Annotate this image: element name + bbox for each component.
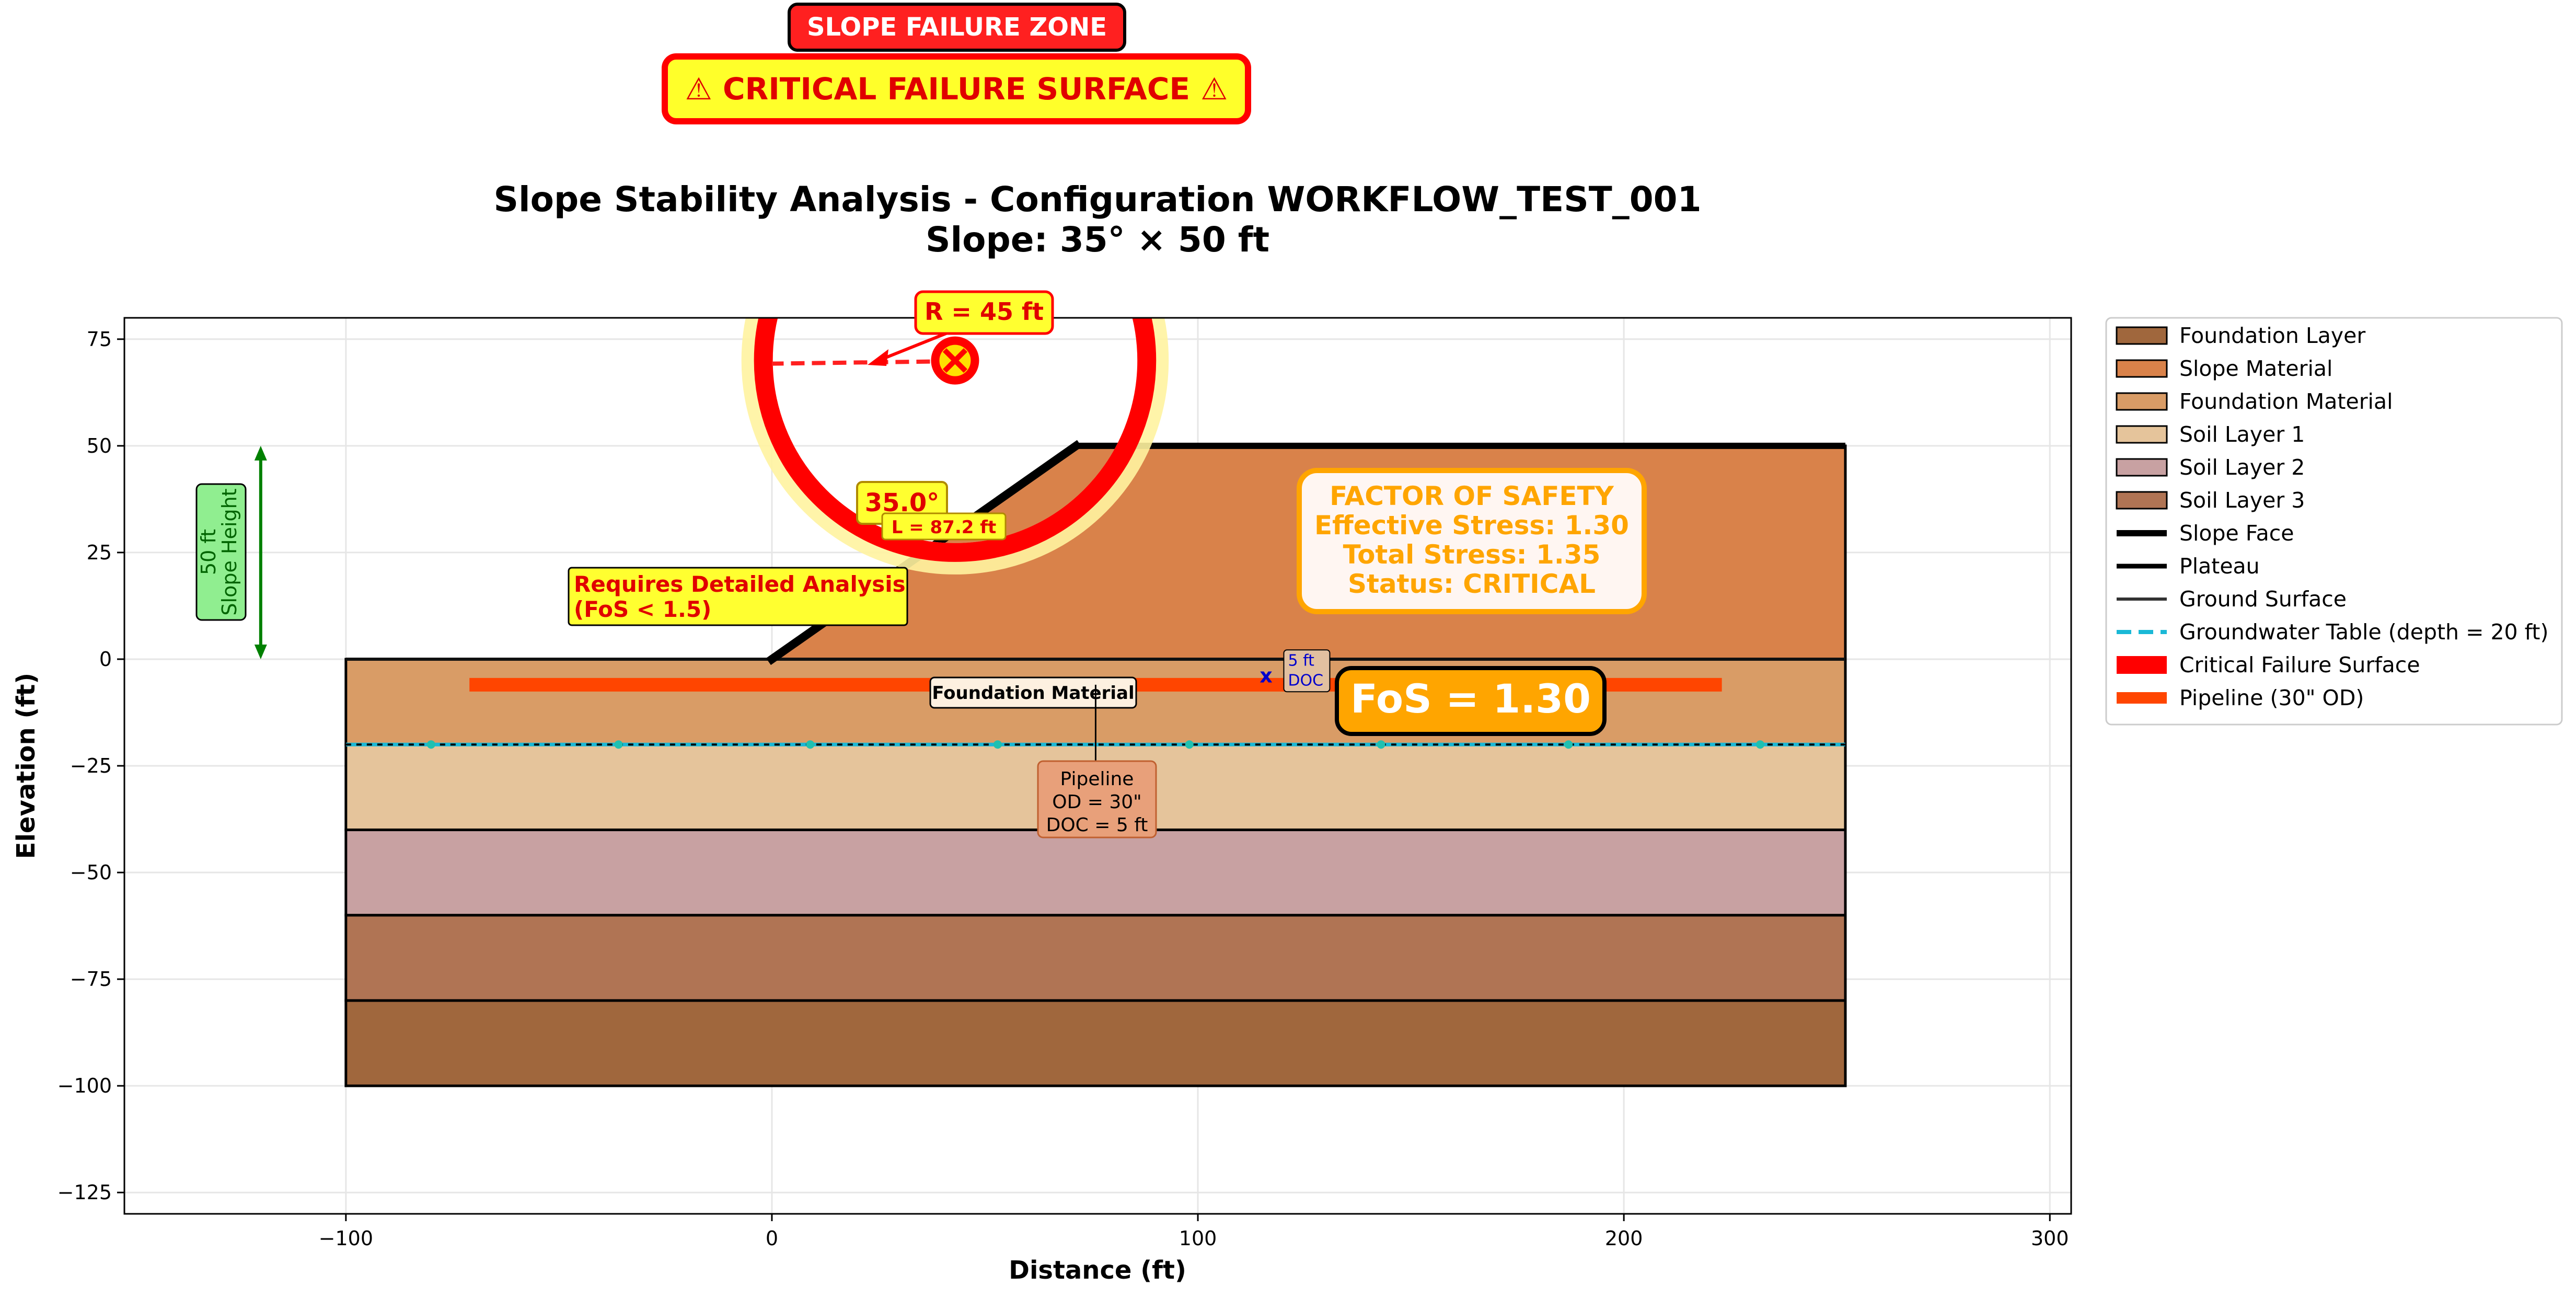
foundation-material-label: Foundation Material [932, 683, 1134, 704]
radius-line [771, 359, 930, 366]
y-tick-label: −25 [70, 754, 112, 777]
detailed-analysis-line2: (FoS < 1.5) [574, 596, 711, 622]
x-tick-label: −100 [319, 1227, 373, 1250]
soil-layer [344, 914, 1847, 1002]
soil-layer [344, 999, 1847, 1087]
slope-height-line1: 50 ft [197, 529, 220, 575]
x-tick-label: 200 [1605, 1227, 1643, 1250]
doc-line2: DOC [1288, 671, 1323, 690]
legend-label: Soil Layer 3 [2179, 488, 2305, 513]
y-tick-label: 75 [87, 328, 112, 351]
legend-label: Soil Layer 2 [2179, 455, 2305, 480]
legend-swatch [2116, 359, 2168, 378]
failure-circle-clipped [741, 318, 1169, 575]
factor-status: Status: CRITICAL [1348, 569, 1596, 599]
legend-label: Pipeline (30" OD) [2179, 685, 2364, 710]
y-tick-label: −125 [57, 1181, 112, 1204]
y-tick-label: −75 [70, 968, 112, 991]
y-tick-label: −50 [70, 861, 112, 884]
y-tick-label: 25 [87, 541, 112, 564]
y-tick-label: 0 [99, 648, 112, 671]
doc-x-marker: x [1260, 664, 1273, 687]
doc-line1: 5 ft [1288, 651, 1314, 670]
x-tick-label: 0 [766, 1227, 778, 1250]
y-tick-label: 50 [87, 434, 112, 457]
legend-swatch [2116, 458, 2168, 477]
groundwater-marker [614, 740, 623, 749]
slope-height-arrowhead-top [254, 445, 267, 461]
factor-of-safety-box [1297, 468, 1647, 614]
factor-total: Total Stress: 1.35 [1343, 539, 1601, 570]
x-tick-label: 100 [1179, 1227, 1217, 1250]
slope-failure-zone-text: SLOPE FAILURE ZONE [807, 13, 1107, 42]
slope-height-arrowhead-bottom [254, 644, 267, 659]
legend-label: Foundation Layer [2179, 323, 2365, 348]
x-axis-label: Distance (ft) [1009, 1256, 1186, 1285]
detailed-analysis-line1: Requires Detailed Analysis [574, 571, 906, 597]
legend: Foundation Layer Slope Material Foundation… [2105, 317, 2563, 726]
critical-failure-surface-banner [662, 53, 1251, 124]
pipeline-callout-line3: DOC = 5 ft [1046, 814, 1148, 836]
groundwater-marker [1755, 740, 1764, 749]
pipeline-callout-line1: Pipeline [1060, 768, 1134, 790]
legend-label: Critical Failure Surface [2179, 652, 2420, 677]
groundwater-marker [1564, 740, 1573, 749]
critical-failure-surface-text: ⚠ CRITICAL FAILURE SURFACE ⚠ [685, 71, 1228, 107]
radius-label-box [914, 290, 1054, 335]
y-axis-label: Elevation (ft) [11, 673, 41, 859]
chart-title: Slope Stability Analysis - Configuration… [493, 179, 1701, 220]
pipeline-callout-box [1037, 760, 1157, 838]
legend-label: Groundwater Table (depth = 20 ft) [2179, 619, 2548, 645]
fos-badge-text: FoS = 1.30 [1350, 675, 1591, 722]
angle-sub-box [881, 512, 1007, 541]
legend-label: Ground Surface [2179, 587, 2347, 612]
slope-height-box [195, 483, 247, 621]
center-x-mark [942, 348, 967, 373]
radius-arrowhead [868, 349, 888, 366]
y-tick-label: −100 [57, 1074, 112, 1097]
angle-sub-label: L = 87.2 ft [892, 517, 997, 538]
groundwater-marker [806, 740, 815, 749]
legend-label: Plateau [2179, 554, 2260, 579]
radius-label: R = 45 ft [925, 297, 1044, 326]
groundwater-marker [1377, 740, 1385, 749]
groundwater-marker [993, 740, 1002, 749]
legend-label: Foundation Material [2179, 389, 2393, 414]
legend-swatch [2116, 392, 2168, 411]
legend-swatch [2116, 491, 2168, 510]
legend-label: Slope Face [2179, 521, 2294, 546]
factor-heading: FACTOR OF SAFETY [1330, 481, 1614, 511]
legend-label: Slope Material [2179, 356, 2332, 381]
slope-failure-zone-banner [788, 3, 1126, 52]
axis-ticks: −100 0 100 200 300 75 50 25 0 −25 −50 −75 −100 −125 [57, 328, 2069, 1250]
foundation-material-box [929, 676, 1137, 709]
failure-circle [741, 318, 1169, 575]
groundwater-marker [426, 740, 435, 749]
legend-swatch [2116, 425, 2168, 444]
legend-label: Soil Layer 1 [2179, 422, 2305, 447]
groundwater-marker [1185, 740, 1194, 749]
legend-box [2105, 317, 2563, 726]
doc-box [1283, 649, 1331, 693]
critical-failure-surface-arc [754, 318, 1157, 562]
slope-height-line2: Slope Height [218, 488, 241, 615]
x-tick-label: 300 [2031, 1227, 2069, 1250]
factor-effective: Effective Stress: 1.30 [1314, 510, 1629, 541]
fos-badge-box [1335, 666, 1607, 736]
detailed-analysis-box [568, 567, 908, 626]
soil-layer [344, 828, 1847, 917]
pipeline-callout-line2: OD = 30" [1052, 791, 1141, 813]
chart-subtitle: Slope: 35° × 50 ft [926, 220, 1269, 260]
legend-swatch [2116, 326, 2168, 345]
